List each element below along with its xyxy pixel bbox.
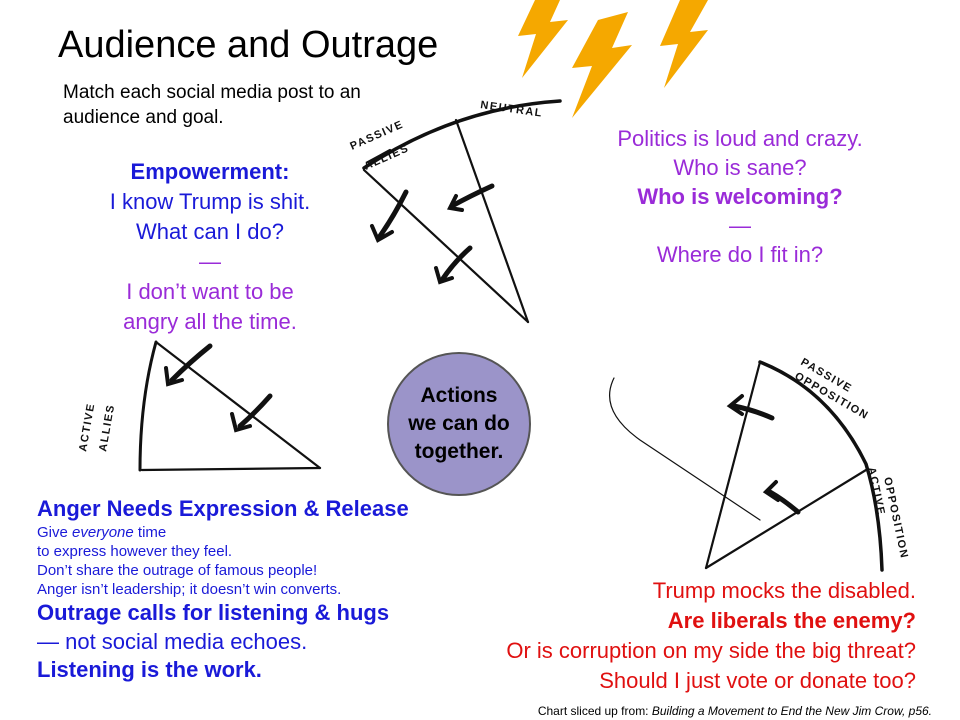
credit-prefix: Chart sliced up from: — [537, 704, 652, 718]
arrow — [237, 393, 273, 429]
credit-book: Building a Movement to End the New Jim C… — [651, 704, 932, 718]
politics-bold-line: Who is welcoming? — [637, 184, 843, 209]
politics-line: Who is sane? — [673, 155, 807, 180]
arrow — [731, 403, 775, 421]
empowerment-line: What can I do? — [136, 219, 284, 244]
give-emphasis: everyone — [72, 524, 134, 541]
anger-plain-line: — not social media echoes. — [37, 629, 308, 654]
label-active-opposition-1: ACTIVE — [865, 466, 887, 517]
empowerment-block: Empowerment: I know Trump is shit. What … — [60, 157, 360, 337]
arrow — [169, 343, 213, 383]
source-credit: Chart sliced up from: Building a Movemen… — [538, 704, 932, 718]
empowerment-purple-line: I don’t want to be — [126, 279, 294, 304]
anger-small-line: Don’t share the outrage of famous people… — [37, 562, 318, 579]
anger-bold-line: Listening is the work. — [37, 657, 262, 682]
arrow — [767, 489, 801, 515]
label-active-allies-2: ALLIES — [97, 403, 117, 452]
politics-block: Politics is loud and crazy. Who is sane?… — [575, 124, 905, 269]
label-active-allies-1: ACTIVE — [77, 402, 97, 453]
anger-block: Anger Needs Expression & Release Give ev… — [37, 495, 477, 684]
subtitle: Match each social media post to an audie… — [63, 82, 361, 128]
bubble-line: together. — [414, 440, 504, 463]
actions-bubble: Actions we can do together. — [387, 352, 531, 496]
anger-heading: Anger Needs Expression & Release — [37, 496, 409, 521]
empowerment-dash: — — [199, 249, 221, 274]
label-passive-allies-2: ALLIES — [362, 142, 411, 173]
give-suffix: time — [133, 524, 167, 541]
anger-small-line: Anger isn’t leadership; it doesn’t win c… — [37, 581, 342, 598]
wedge-edge — [454, 118, 530, 324]
arrow — [377, 189, 409, 239]
label-active-opposition-2: OPPOSITION — [881, 476, 910, 560]
bubble-line: Actions — [420, 384, 498, 407]
arc-passive-allies — [362, 99, 562, 170]
politics-line: Politics is loud and crazy. — [617, 126, 863, 151]
empowerment-line: I know Trump is shit. — [109, 189, 311, 214]
empowerment-purple-line: angry all the time. — [123, 309, 297, 334]
politics-last-line: Where do I fit in? — [656, 242, 824, 267]
arrow — [439, 245, 473, 283]
anger-bold-line: Outrage calls for listening & hugs — [37, 600, 390, 625]
trump-line: Should I just vote or donate too? — [599, 668, 916, 693]
give-prefix: Give — [37, 524, 73, 541]
politics-dash: — — [729, 213, 751, 238]
bubble-line: we can do — [408, 412, 510, 435]
trump-line: Or is corruption on my side the big thre… — [506, 638, 916, 663]
page-title: Audience and Outrage — [58, 24, 439, 66]
empowerment-heading: Empowerment: — [130, 159, 290, 184]
wedge-edge — [362, 168, 530, 324]
anger-small-line: to express however they feel. — [37, 543, 233, 560]
arrow — [449, 183, 495, 209]
trump-line: Trump mocks the disabled. — [652, 578, 916, 603]
opposition-block: Trump mocks the disabled. Are liberals t… — [436, 576, 916, 696]
trump-bold-line: Are liberals the enemy? — [667, 608, 916, 633]
anger-give-line: Give everyone time — [37, 523, 477, 542]
